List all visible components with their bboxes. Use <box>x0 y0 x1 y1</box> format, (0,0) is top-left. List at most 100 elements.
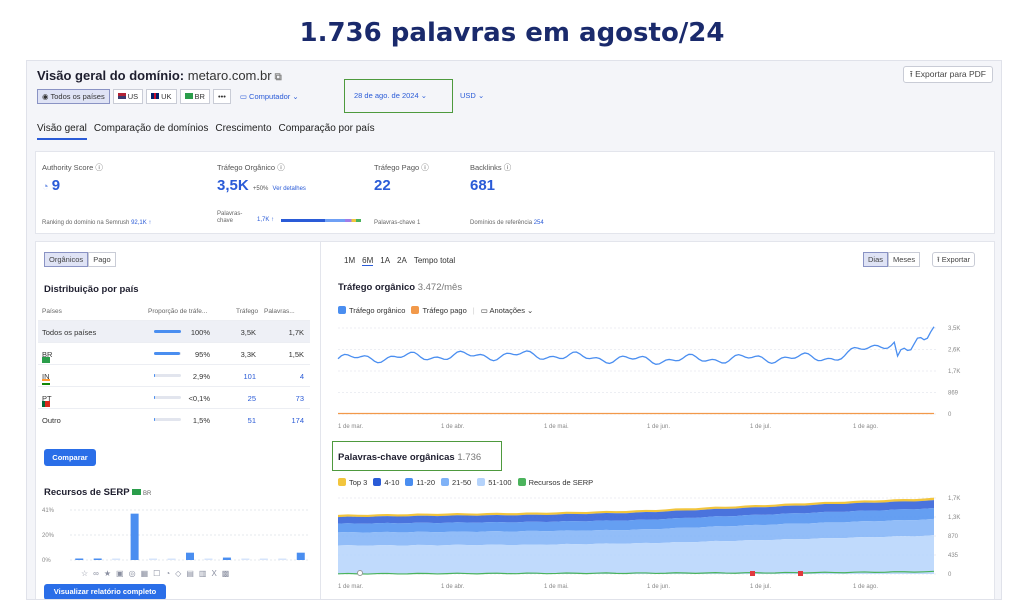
share-value: 95% <box>194 350 210 359</box>
range-1a[interactable]: 1A <box>380 256 391 265</box>
kpi-backlinks[interactable]: Backlinks ⓘ 681 Domínios de referência 2… <box>470 162 544 226</box>
page-title: Visão geral do domínio: metaro.com.br ⧉ <box>37 68 282 83</box>
br-flag-icon <box>42 357 50 363</box>
x-tick-label: 1 de mai. <box>544 584 569 590</box>
star-outline-icon[interactable]: ☆ <box>81 569 94 578</box>
table-row[interactable]: Todos os países 100% 3,5K 1,7K <box>38 320 310 342</box>
range-all-time[interactable]: Tempo total <box>413 256 456 265</box>
table-row[interactable]: IN 2,9% 101 4 <box>38 364 310 386</box>
device-dropdown[interactable]: ▭ Computador ⌄ <box>239 92 299 101</box>
annotations-dropdown[interactable]: ▭ Anotações ⌄ <box>480 306 534 315</box>
organic-traffic-title: Tráfego orgânico 3.472/mês <box>338 282 462 293</box>
filter-br[interactable]: BR <box>179 89 210 104</box>
x-tick-label: 1 de abr. <box>441 424 465 430</box>
kpi-paid-traffic[interactable]: Tráfego Pago ⓘ 22 Palavras-chave 1 <box>374 162 429 226</box>
people-ask-icon[interactable]: ◔ <box>165 569 176 578</box>
x-tick-label: 1 de mar. <box>338 584 363 590</box>
traffic-value: 51 <box>247 416 256 425</box>
serp-features-title: Recursos de SERP BR <box>44 487 151 498</box>
toggle-days[interactable]: Dias <box>863 252 889 267</box>
legend-paid-label: Tráfego pago <box>422 306 467 315</box>
carousel-icon[interactable]: ▩ <box>221 569 235 578</box>
faq-icon[interactable]: ☐ <box>153 569 166 578</box>
y-tick-label: 1,3K <box>948 515 960 521</box>
share-value: <0,1% <box>188 394 210 403</box>
tab-country-comparison[interactable]: Comparação por país <box>278 123 375 134</box>
toggle-paid[interactable]: Pago <box>88 252 116 267</box>
organic-keywords-value: 1,7K ↑ <box>257 217 275 223</box>
country-filters: ◉ Todos os países US UK BR ••• ▭ Computa… <box>37 89 299 104</box>
uk-flag-icon <box>151 93 160 99</box>
legend-51-100-label: 51-100 <box>488 478 512 487</box>
organic-keywords-total: 1.736 <box>457 452 482 463</box>
upload-icon: ⭱ <box>937 255 942 264</box>
range-2a[interactable]: 2A <box>397 256 407 265</box>
news-icon[interactable]: ▤ <box>186 569 199 578</box>
export-button[interactable]: ⭱ Exportar <box>932 252 976 267</box>
keywords-value: 73 <box>295 394 304 403</box>
keywords-area-0 <box>338 497 934 518</box>
legend-serp-features[interactable]: Recursos de SERP <box>517 478 593 487</box>
domain-name[interactable]: metaro.com.br <box>187 68 272 83</box>
tab-growth[interactable]: Crescimento <box>215 123 272 134</box>
view-full-report-button[interactable]: Visualizar relatório completo <box>44 584 166 599</box>
keywords-value: 1,7K <box>288 328 304 337</box>
table-row[interactable]: Outro 1,5% 51 174 <box>38 408 310 430</box>
range-1m[interactable]: 1M <box>344 256 356 265</box>
y-tick-label: 869 <box>948 391 959 397</box>
kpi-organic-traffic[interactable]: Tráfego Orgânico ⓘ 3,5K +50% Ver detalhe… <box>217 162 361 224</box>
country-name[interactable]: Outro <box>42 416 61 425</box>
legend-51-100[interactable]: 51-100 <box>477 478 512 487</box>
external-link-icon[interactable]: ⧉ <box>274 72 282 83</box>
compare-button[interactable]: Comparar <box>44 449 96 466</box>
date-dropdown[interactable]: 28 de ago. de 2024 ⌄ <box>354 91 427 100</box>
organic-keywords-chart: 1,7K 1,3K 870 435 0 1 de mar. 1 de abr. 1 de ma… <box>337 496 960 590</box>
legend-4-10[interactable]: 4-10 <box>373 478 399 487</box>
legend-top3[interactable]: Top 3 <box>338 478 367 487</box>
legend-21-50[interactable]: 21-50 <box>441 478 471 487</box>
country-table: Países Proporção de tráfe... Tráfego Pal… <box>38 304 310 438</box>
view-details-link[interactable]: Ver detalhes <box>272 186 306 192</box>
referring-domains-value: 254 <box>533 220 544 226</box>
export-pdf-button[interactable]: ⭱ Exportar para PDF <box>902 66 993 83</box>
organic-traffic-chart-title: Tráfego orgânico <box>338 282 416 293</box>
checkbox-icon <box>338 306 346 314</box>
tab-domain-comparison[interactable]: Comparação de domínios <box>93 123 209 134</box>
legend-organic-traffic[interactable]: Tráfego orgânico <box>338 306 405 315</box>
table-row[interactable]: PT <0,1% 25 73 <box>38 386 310 408</box>
video-icon[interactable]: ◎ <box>128 569 141 578</box>
filter-uk[interactable]: UK <box>146 89 177 104</box>
toggle-months[interactable]: Meses <box>888 252 921 267</box>
country-name[interactable]: Todos os países <box>42 328 97 337</box>
country-name[interactable]: BR <box>42 350 52 363</box>
image-icon[interactable]: ▣ <box>116 569 129 578</box>
serp-bar <box>75 558 84 560</box>
link-icon[interactable]: ∞ <box>93 569 104 578</box>
y-tick-label: 435 <box>948 553 959 559</box>
country-name[interactable]: IN <box>42 372 50 385</box>
tab-overview[interactable]: Visão geral <box>37 123 87 140</box>
share-bar-fill <box>154 418 155 421</box>
authority-value: 9 <box>51 177 61 194</box>
range-6m[interactable]: 6M <box>362 256 374 266</box>
legend-11-20[interactable]: 11-20 <box>405 478 435 487</box>
filter-us[interactable]: US <box>112 89 144 104</box>
legend-paid-traffic[interactable]: Tráfego pago <box>411 306 467 315</box>
column-divider <box>320 242 321 599</box>
currency-dropdown[interactable]: USD ⌄ <box>460 91 484 100</box>
keywords-value: 174 <box>291 416 304 425</box>
authority-ranking: Ranking do domínio na Semrush 92,1K ↑ <box>42 220 151 226</box>
kpi-authority[interactable]: Authority Score ⓘ ◔ 9 Ranking do domínio… <box>42 162 151 226</box>
country-name[interactable]: PT <box>42 394 52 407</box>
shopping-icon[interactable]: ◇ <box>175 569 187 578</box>
paid-traffic-label: Tráfego Pago <box>374 163 420 172</box>
table-row[interactable]: BR 95% 3,3K 1,5K <box>38 342 310 364</box>
twitter-icon[interactable]: X <box>211 569 222 578</box>
knowledge-icon[interactable]: ▥ <box>198 569 212 578</box>
toggle-organic[interactable]: Orgânicos <box>44 252 89 267</box>
more-countries-button[interactable]: ••• <box>212 89 231 104</box>
filter-all-countries[interactable]: ◉ Todos os países <box>37 89 110 104</box>
map-icon[interactable]: ▦ <box>140 569 154 578</box>
x-tick-label: 1 de jun. <box>647 584 670 590</box>
star-icon[interactable]: ★ <box>103 569 117 578</box>
